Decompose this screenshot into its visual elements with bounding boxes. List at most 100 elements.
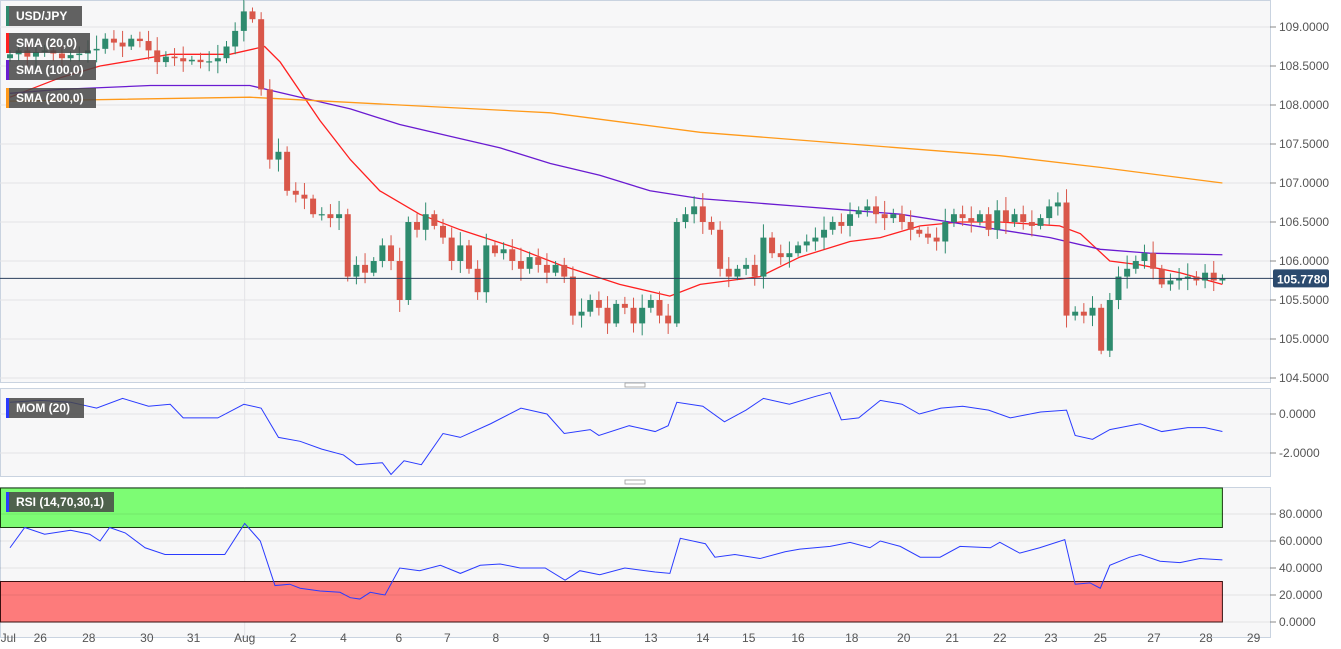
candle bbox=[795, 241, 802, 257]
candle-body bbox=[310, 198, 317, 215]
x-tick-label: 2 bbox=[290, 631, 297, 645]
candle-body bbox=[1072, 311, 1079, 316]
candle-body bbox=[379, 245, 386, 261]
candle bbox=[630, 297, 637, 333]
candle-body bbox=[1054, 202, 1061, 207]
candle-body bbox=[1141, 253, 1148, 261]
candle-body bbox=[275, 151, 282, 160]
candle bbox=[370, 257, 377, 277]
candle-body bbox=[266, 89, 273, 160]
candle bbox=[145, 30, 152, 60]
candle bbox=[1141, 244, 1148, 269]
candle bbox=[812, 227, 819, 251]
candle bbox=[102, 33, 109, 54]
candle-body bbox=[968, 218, 975, 222]
candle bbox=[301, 183, 308, 210]
candle-body bbox=[976, 214, 983, 222]
candle-body bbox=[769, 237, 776, 254]
x-tick-label: 14 bbox=[696, 631, 710, 645]
candle-body bbox=[1098, 307, 1105, 351]
candle-body bbox=[933, 237, 940, 242]
candles bbox=[7, 0, 1226, 358]
candle-body bbox=[154, 50, 161, 63]
candle bbox=[509, 239, 516, 271]
sma20-legend[interactable]: SMA (20,0) bbox=[6, 33, 90, 53]
candle bbox=[249, 7, 256, 23]
candle-body bbox=[1150, 253, 1157, 269]
candle bbox=[604, 296, 611, 334]
candle-body bbox=[543, 264, 550, 273]
candle-body bbox=[509, 249, 516, 261]
candle-body bbox=[604, 307, 611, 324]
x-tick-label: 27 bbox=[1147, 631, 1161, 645]
candle-body bbox=[405, 222, 412, 300]
x-tick-label: 25 bbox=[1094, 631, 1108, 645]
candle bbox=[613, 300, 620, 327]
rsi-tick-label: 60.0000 bbox=[1279, 534, 1323, 548]
candle-body bbox=[864, 206, 871, 211]
candle-body bbox=[448, 237, 455, 261]
candle bbox=[838, 213, 845, 234]
rsi-overbought-zone bbox=[0, 487, 1223, 528]
candle bbox=[1072, 306, 1079, 321]
candle-body bbox=[102, 38, 109, 49]
sma-line-2 bbox=[9, 96, 1223, 184]
candle-body bbox=[621, 303, 628, 308]
candle bbox=[396, 247, 403, 312]
candle bbox=[258, 12, 265, 96]
candle bbox=[665, 303, 672, 334]
x-tick-label: Jul bbox=[1, 631, 16, 645]
candle-body bbox=[284, 151, 291, 191]
candle-body bbox=[232, 30, 239, 47]
candle bbox=[1150, 241, 1157, 280]
candle-body bbox=[795, 245, 802, 254]
candle bbox=[353, 256, 360, 285]
candle bbox=[595, 291, 602, 316]
candle-body bbox=[58, 53, 65, 59]
rsi-line bbox=[9, 522, 1223, 600]
candle-body bbox=[491, 245, 498, 254]
sma200-legend[interactable]: SMA (200,0) bbox=[6, 88, 96, 108]
candle bbox=[821, 216, 828, 250]
candle bbox=[388, 235, 395, 271]
candle-body bbox=[180, 58, 187, 62]
candle-body bbox=[206, 61, 213, 63]
rsi-legend[interactable]: RSI (14,70,30,1) bbox=[6, 492, 114, 512]
candle-body bbox=[24, 50, 31, 57]
candle-body bbox=[1037, 218, 1044, 226]
candle bbox=[959, 205, 966, 226]
price-tick-label: 107.0000 bbox=[1279, 176, 1329, 190]
candle-body bbox=[829, 222, 836, 230]
mom-legend[interactable]: MOM (20) bbox=[6, 398, 84, 418]
candle-body bbox=[162, 56, 169, 63]
candle bbox=[284, 146, 291, 196]
price-tick-label: 108.0000 bbox=[1279, 98, 1329, 112]
candle-body bbox=[613, 303, 620, 324]
candle bbox=[1028, 210, 1035, 237]
sma100-legend[interactable]: SMA (100,0) bbox=[6, 60, 96, 80]
candle bbox=[405, 216, 412, 305]
candle-body bbox=[751, 264, 758, 277]
candle bbox=[310, 194, 317, 218]
candle-body bbox=[67, 55, 74, 59]
candle-body bbox=[916, 229, 923, 234]
candle bbox=[1098, 303, 1105, 355]
candle bbox=[994, 200, 1001, 239]
candle-body bbox=[656, 300, 663, 316]
candle-body bbox=[526, 257, 533, 269]
candle-body bbox=[1219, 278, 1226, 281]
x-tick-label: 18 bbox=[845, 631, 859, 645]
price-tick-label: 105.5000 bbox=[1279, 293, 1329, 307]
candle-body bbox=[440, 225, 446, 238]
candle bbox=[569, 266, 576, 325]
x-tick-label: 6 bbox=[395, 631, 402, 645]
candle-body bbox=[760, 237, 767, 277]
candle-body bbox=[587, 300, 594, 312]
candle bbox=[621, 296, 628, 315]
candle-body bbox=[595, 300, 602, 308]
price-tick-label: 109.0000 bbox=[1279, 20, 1329, 34]
candle bbox=[1124, 255, 1131, 289]
candle bbox=[1063, 189, 1070, 328]
candle-body bbox=[336, 214, 343, 219]
